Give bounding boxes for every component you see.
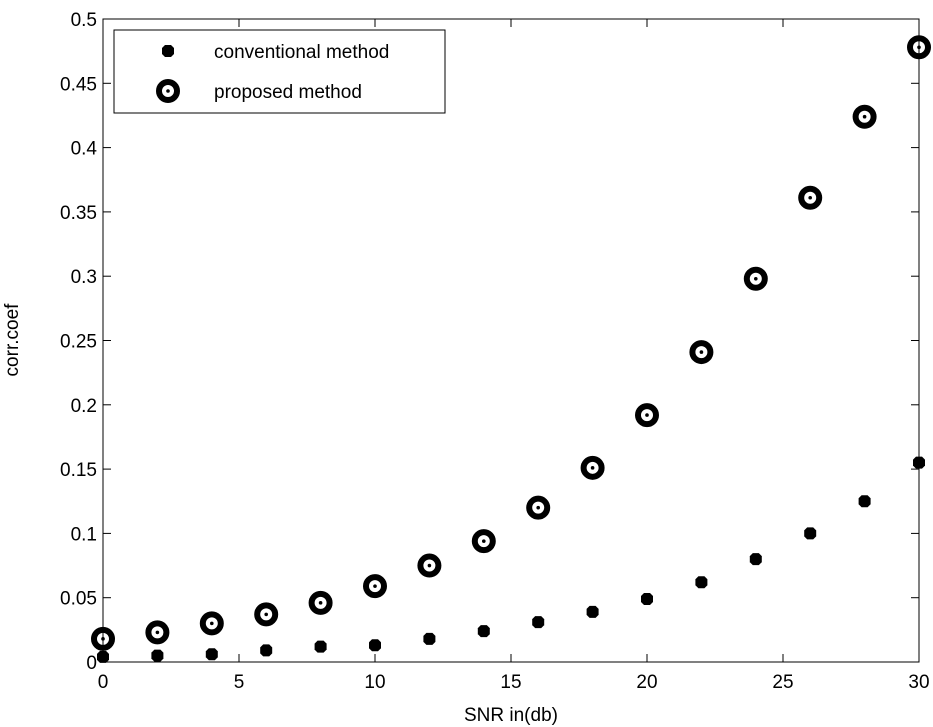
marker-ring bbox=[156, 79, 180, 103]
y-tick-label: 0.05 bbox=[60, 589, 97, 610]
conventional-point bbox=[749, 553, 762, 566]
y-tick-label: 0.15 bbox=[60, 460, 97, 481]
conventional-point bbox=[641, 592, 653, 605]
marker-dot bbox=[917, 45, 921, 50]
marker-dot bbox=[264, 612, 269, 617]
marker-dot bbox=[166, 89, 170, 93]
proposed-point bbox=[308, 590, 333, 615]
proposed-point bbox=[254, 602, 279, 627]
marker-ring bbox=[635, 403, 659, 428]
marker-dot bbox=[699, 350, 704, 354]
y-tick-label: 0 bbox=[86, 653, 97, 674]
x-tick-label: 25 bbox=[772, 672, 793, 693]
marker-dot bbox=[862, 114, 867, 119]
marker-dot bbox=[590, 466, 595, 470]
y-tick-label: 0.25 bbox=[60, 332, 97, 353]
marker-dot bbox=[210, 621, 214, 626]
proposed-point bbox=[363, 574, 387, 599]
y-tick-label: 0.2 bbox=[71, 396, 97, 417]
y-tick-label: 0.5 bbox=[71, 10, 97, 31]
conventional-point bbox=[913, 456, 925, 469]
plot-area bbox=[102, 18, 920, 663]
conventional-point bbox=[804, 527, 817, 540]
x-tick-label: 30 bbox=[908, 672, 929, 693]
proposed-point bbox=[471, 529, 496, 554]
data-marks bbox=[91, 35, 931, 663]
conventional-point bbox=[858, 495, 871, 508]
marker-dot bbox=[101, 637, 105, 641]
y-tick-label: 0.3 bbox=[71, 267, 97, 288]
marker-ring bbox=[363, 574, 387, 599]
marker-ring bbox=[798, 185, 823, 210]
legend-marker-conventional bbox=[162, 45, 174, 57]
marker-dot bbox=[155, 630, 160, 635]
legend-marker-proposed bbox=[156, 79, 180, 103]
conventional-point bbox=[260, 644, 273, 657]
marker-ring bbox=[199, 611, 224, 636]
x-tick-label: 5 bbox=[234, 672, 245, 693]
axis-ticks: 0 5 10 15 20 25 30 0 0.05 0.1 0.15 0.2 0.25 0.3 0.35 0.… bbox=[60, 10, 930, 693]
x-axis-label: SNR in(db) bbox=[464, 705, 558, 726]
marker-dot bbox=[318, 601, 323, 605]
legend-label: conventional method bbox=[214, 42, 389, 63]
proposed-point bbox=[852, 104, 877, 129]
y-tick-label: 0.35 bbox=[60, 203, 97, 224]
marker-ring bbox=[852, 104, 877, 129]
marker-dot bbox=[373, 584, 377, 588]
conventional-point bbox=[695, 576, 708, 589]
y-axis-label: corr.coef bbox=[2, 303, 23, 377]
marker-dot bbox=[808, 195, 812, 200]
y-tick-label: 0.45 bbox=[60, 74, 97, 95]
conventional-point bbox=[369, 639, 381, 652]
conventional-point bbox=[477, 625, 490, 638]
marker-dot bbox=[427, 563, 432, 568]
proposed-point bbox=[743, 266, 768, 291]
marker-ring bbox=[689, 340, 714, 365]
marker-ring bbox=[308, 590, 333, 615]
x-tick-label: 10 bbox=[364, 672, 385, 693]
x-tick-label: 0 bbox=[98, 672, 109, 693]
proposed-point bbox=[199, 611, 224, 636]
marker-ring bbox=[254, 602, 279, 627]
conventional-point bbox=[423, 632, 436, 645]
legend: conventional method proposed method bbox=[113, 29, 446, 114]
marker-ring bbox=[907, 35, 931, 60]
marker-dot bbox=[645, 413, 649, 417]
proposed-point bbox=[635, 403, 659, 428]
conventional-point bbox=[314, 640, 327, 653]
legend-label: proposed method bbox=[214, 82, 362, 103]
marker-ring bbox=[580, 455, 605, 480]
marker-dot bbox=[482, 539, 486, 543]
proposed-point bbox=[580, 455, 605, 480]
marker-ring bbox=[417, 553, 442, 578]
y-tick-label: 0.4 bbox=[71, 139, 98, 160]
conventional-point bbox=[205, 648, 218, 661]
x-tick-label: 20 bbox=[636, 672, 657, 693]
proposed-point bbox=[689, 340, 714, 365]
marker-ring bbox=[471, 529, 496, 554]
proposed-point bbox=[91, 626, 115, 651]
legend-items: conventional method proposed method bbox=[156, 42, 389, 103]
conventional-point bbox=[151, 649, 164, 662]
proposed-point bbox=[526, 495, 551, 520]
proposed-point bbox=[417, 553, 442, 578]
marker-dot bbox=[536, 505, 540, 510]
marker-dot bbox=[754, 276, 758, 281]
conventional-point bbox=[586, 605, 599, 618]
proposed-point bbox=[145, 620, 170, 645]
x-tick-label: 15 bbox=[500, 672, 521, 693]
marker-ring bbox=[526, 495, 551, 520]
marker-ring bbox=[145, 620, 170, 645]
y-tick-label: 0.1 bbox=[71, 524, 97, 545]
conventional-point bbox=[532, 616, 545, 629]
proposed-point bbox=[798, 185, 823, 210]
proposed-point bbox=[907, 35, 931, 60]
conventional-point bbox=[97, 650, 109, 663]
marker-ring bbox=[91, 626, 115, 651]
marker-ring bbox=[743, 266, 768, 291]
